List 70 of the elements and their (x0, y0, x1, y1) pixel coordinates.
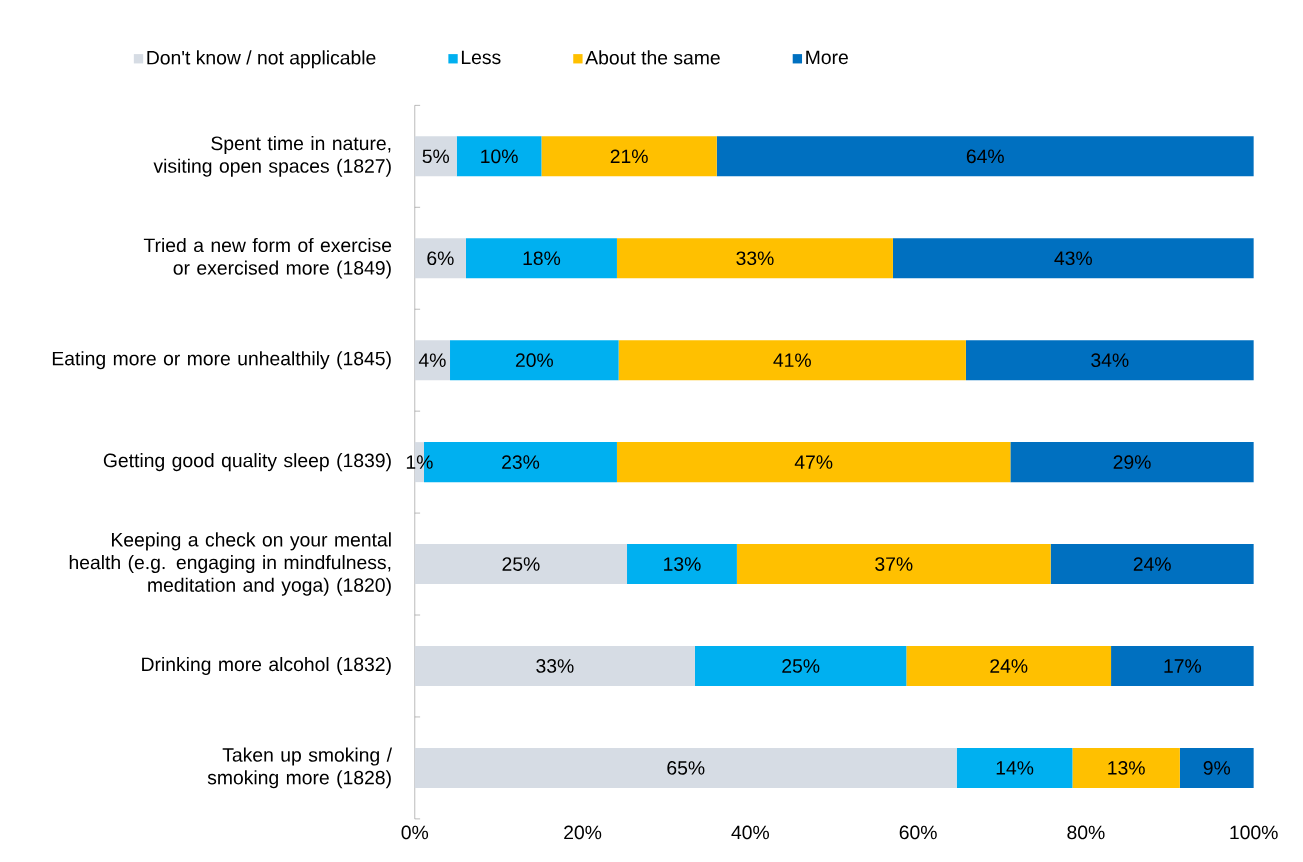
data-label: 13% (664, 557, 701, 572)
data-label: 64% (966, 149, 1004, 164)
data-label: 41% (773, 353, 811, 368)
bar (1050, 544, 1254, 585)
data-label: 20% (515, 353, 553, 368)
x-tick-label: 80% (1067, 825, 1105, 840)
data-label: 9% (1203, 761, 1231, 775)
legend-label: Don't know / not applicable (147, 50, 376, 69)
bar (906, 646, 1112, 687)
data-label: 10% (481, 149, 518, 164)
bar (627, 544, 737, 585)
bar (616, 442, 1011, 483)
bar (414, 136, 457, 177)
data-label: 6% (427, 251, 454, 266)
y-tick-label: Taken up smoking / smoking more (1828) (207, 747, 393, 789)
x-tick-label: 60% (899, 825, 937, 840)
data-label: 24% (990, 659, 1028, 673)
data-label: 25% (502, 557, 540, 572)
data-label: 23% (502, 455, 540, 470)
data-label: 47% (794, 455, 833, 470)
x-tick-label: 40% (731, 825, 769, 840)
y-tick-label: Drinking more alcohol (1832) (142, 657, 391, 676)
y-tick-label: Tried a new form of exercise or exercised more (1849) (143, 238, 392, 279)
x-tick-label: 20% (564, 825, 602, 840)
data-label: 34% (1091, 353, 1129, 368)
bar (1111, 646, 1254, 687)
data-label: 37% (875, 557, 913, 572)
y-tick-label: Keeping a check on your mental health (e.g. engaging in mindfulness, meditation and yoga) (1820) (69, 532, 391, 596)
data-label: 33% (536, 659, 574, 674)
data-label: 17% (1164, 659, 1202, 673)
data-label: 13% (1108, 761, 1145, 775)
bar (616, 238, 893, 279)
data-label: 33% (736, 251, 774, 266)
bar (456, 136, 542, 177)
bar (414, 748, 957, 789)
data-label: 25% (782, 659, 820, 674)
bar (618, 340, 966, 381)
data-label: 24% (1133, 557, 1171, 572)
bar (450, 340, 619, 381)
bar (414, 340, 451, 381)
data-label: 18% (523, 251, 561, 266)
x-tick-label: 100% (1230, 825, 1278, 840)
data-label: 14% (996, 761, 1034, 775)
bar (414, 238, 466, 279)
bar (1179, 748, 1254, 789)
bar (892, 238, 1254, 279)
data-label: 4% (418, 353, 446, 368)
y-tick-label: Eating more or more unhealthily (1845) (52, 351, 391, 370)
bar (414, 544, 628, 585)
bar (1010, 442, 1254, 483)
data-label: 5% (422, 149, 450, 164)
legend-label: Less (461, 50, 501, 65)
bar (965, 340, 1254, 381)
bar (736, 544, 1051, 585)
bar (414, 646, 695, 687)
bar (465, 238, 617, 279)
data-label: 29% (1113, 455, 1151, 470)
bar (956, 748, 1073, 789)
data-label: 21% (610, 149, 648, 164)
bar (541, 136, 717, 177)
bar (694, 646, 907, 687)
y-tick-label: Getting good quality sleep (1839) (103, 453, 391, 472)
bar (716, 136, 1254, 177)
data-label: 65% (667, 761, 705, 775)
legend-label: More (806, 50, 848, 65)
y-tick-label: Spent time in nature, visiting open spaces (1827) (153, 136, 391, 177)
data-label: 43% (1054, 251, 1092, 266)
x-tick-label: 0% (401, 825, 429, 840)
bar (1072, 748, 1180, 789)
legend-label: About the same (585, 50, 720, 65)
